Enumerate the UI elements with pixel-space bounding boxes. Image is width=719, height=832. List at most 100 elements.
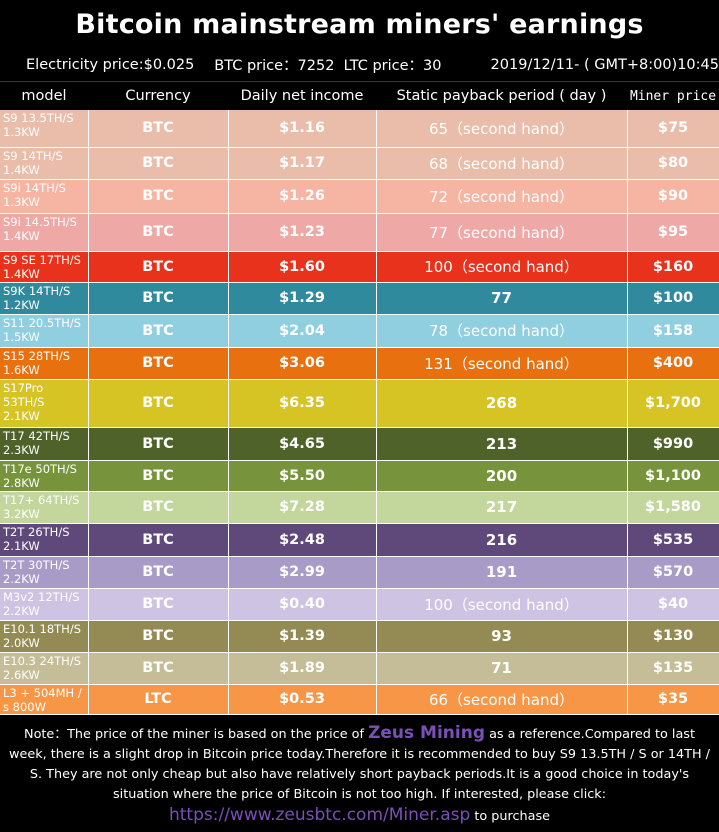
price-cell: $400 bbox=[627, 347, 719, 380]
payback-cell: 66（second hand） bbox=[376, 684, 628, 715]
table-row: T17e 50TH/S 2.8KW BTC $5.50 200 $1,100 bbox=[0, 460, 719, 492]
model-cell: S9 14TH/S 1.4KW bbox=[0, 147, 89, 180]
currency-cell: BTC bbox=[88, 427, 229, 461]
payback-cell: 213 bbox=[376, 427, 628, 461]
header-model: model bbox=[21, 88, 67, 104]
currency-cell: BTC bbox=[88, 347, 229, 380]
currency-cell: BTC bbox=[88, 147, 229, 180]
currency-cell: BTC bbox=[88, 460, 229, 492]
price-cell: $1,700 bbox=[627, 379, 719, 428]
table-row: L3 + 504MH / s 800W LTC $0.53 66（second han… bbox=[0, 684, 719, 715]
price-cell: $90 bbox=[627, 179, 719, 214]
income-cell: $2.99 bbox=[228, 556, 377, 589]
table-row: E10.1 18TH/S 2.0KW BTC $1.39 93 $130 bbox=[0, 620, 719, 653]
payback-cell: 100（second hand） bbox=[376, 251, 628, 283]
currency-cell: BTC bbox=[88, 491, 229, 524]
table-row: S9i 14.5TH/S 1.4KW BTC $1.23 77（second hand… bbox=[0, 213, 719, 252]
table-row: S15 28TH/S 1.6KW BTC $3.06 131（second hand）… bbox=[0, 347, 719, 380]
model-cell: T17+ 64TH/S 3.2KW bbox=[0, 491, 89, 524]
payback-cell: 100（second hand） bbox=[376, 588, 628, 621]
model-cell: S9K 14TH/S 1.2KW bbox=[0, 282, 89, 315]
btc-price: BTC price：7252 bbox=[214, 58, 335, 74]
table-row: T2T 30TH/S 2.2KW BTC $2.99 191 $570 bbox=[0, 556, 719, 589]
currency-cell: BTC bbox=[88, 620, 229, 653]
payback-cell: 77 bbox=[376, 282, 628, 315]
table-row: S9 13.5TH/S 1.3KW BTC $1.16 65（second hand）… bbox=[0, 110, 719, 148]
currency-cell: BTC bbox=[88, 251, 229, 283]
table-row: T17 42TH/S 2.3KW BTC $4.65 213 $990 bbox=[0, 427, 719, 461]
model-cell: S11 20.5TH/S 1.5KW bbox=[0, 314, 89, 348]
price-cell: $100 bbox=[627, 282, 719, 315]
income-cell: $1.60 bbox=[228, 251, 377, 283]
model-cell: S9i 14TH/S 1.3KW bbox=[0, 179, 89, 214]
payback-cell: 93 bbox=[376, 620, 628, 653]
page-title: Bitcoin mainstream miners' earnings bbox=[75, 8, 644, 40]
price-cell: $135 bbox=[627, 652, 719, 685]
currency-cell: BTC bbox=[88, 110, 229, 148]
purchase-link[interactable]: https://www.zeusbtc.com/Miner.asp bbox=[168, 804, 471, 825]
income-cell: $1.16 bbox=[228, 110, 377, 148]
income-cell: $7.28 bbox=[228, 491, 377, 524]
table-row: S11 20.5TH/S 1.5KW BTC $2.04 78（second hand… bbox=[0, 314, 719, 348]
income-cell: $1.29 bbox=[228, 282, 377, 315]
model-cell: L3 + 504MH / s 800W bbox=[0, 684, 89, 715]
table-row: T17+ 64TH/S 3.2KW BTC $7.28 217 $1,580 bbox=[0, 491, 719, 524]
currency-cell: BTC bbox=[88, 179, 229, 214]
currency-cell: BTC bbox=[88, 282, 229, 315]
income-cell: $0.53 bbox=[228, 684, 377, 715]
table-row: S17Pro 53TH/S 2.1KW BTC $6.35 268 $1,700 bbox=[0, 379, 719, 428]
table-row: T2T 26TH/S 2.1KW BTC $2.48 216 $535 bbox=[0, 523, 719, 557]
price-cell: $75 bbox=[627, 110, 719, 148]
price-cell: $535 bbox=[627, 523, 719, 557]
payback-cell: 217 bbox=[376, 491, 628, 524]
income-cell: $1.17 bbox=[228, 147, 377, 180]
ltc-price: LTC price：30 bbox=[343, 58, 442, 74]
payback-cell: 68（second hand） bbox=[376, 147, 628, 180]
currency-cell: BTC bbox=[88, 652, 229, 685]
model-cell: T17e 50TH/S 2.8KW bbox=[0, 460, 89, 492]
income-cell: $0.40 bbox=[228, 588, 377, 621]
currency-cell: BTC bbox=[88, 379, 229, 428]
income-cell: $1.23 bbox=[228, 213, 377, 252]
price-cell: $40 bbox=[627, 588, 719, 621]
payback-cell: 71 bbox=[376, 652, 628, 685]
miners-table: S9 13.5TH/S 1.3KW BTC $1.16 65（second hand）… bbox=[0, 110, 719, 715]
header-daily-income: Daily net income bbox=[240, 88, 364, 104]
payback-cell: 191 bbox=[376, 556, 628, 589]
table-header: model Currency Daily net income Static p… bbox=[0, 81, 719, 110]
update-datetime: 2019/12/11- ( GMT+8:00)10:45 bbox=[490, 56, 719, 73]
income-cell: $1.26 bbox=[228, 179, 377, 214]
table-row: S9K 14TH/S 1.2KW BTC $1.29 77 $100 bbox=[0, 282, 719, 315]
model-cell: S9 SE 17TH/S 1.4KW bbox=[0, 251, 89, 283]
income-cell: $2.48 bbox=[228, 523, 377, 557]
model-cell: M3v2 12TH/S 2.2KW bbox=[0, 588, 89, 621]
income-cell: $1.89 bbox=[228, 652, 377, 685]
payback-cell: 65（second hand） bbox=[376, 110, 628, 148]
income-cell: $4.65 bbox=[228, 427, 377, 461]
income-cell: $3.06 bbox=[228, 347, 377, 380]
model-cell: S9i 14.5TH/S 1.4KW bbox=[0, 213, 89, 252]
price-cell: $1,100 bbox=[627, 460, 719, 492]
price-cell: $570 bbox=[627, 556, 719, 589]
income-cell: $6.35 bbox=[228, 379, 377, 428]
note-text: Note：The price of the miner is based on … bbox=[9, 722, 710, 825]
price-cell: $130 bbox=[627, 620, 719, 653]
price-cell: $160 bbox=[627, 251, 719, 283]
currency-cell: BTC bbox=[88, 523, 229, 557]
table-row: S9 SE 17TH/S 1.4KW BTC $1.60 100（second han… bbox=[0, 251, 719, 283]
table-row: S9 14TH/S 1.4KW BTC $1.17 68（second hand） $8… bbox=[0, 147, 719, 180]
payback-cell: 131（second hand） bbox=[376, 347, 628, 380]
currency-cell: BTC bbox=[88, 314, 229, 348]
model-cell: S9 13.5TH/S 1.3KW bbox=[0, 110, 89, 148]
price-cell: $1,580 bbox=[627, 491, 719, 524]
currency-cell: BTC bbox=[88, 213, 229, 252]
price-cell: $80 bbox=[627, 147, 719, 180]
price-info-bar: Electricity price:$0.025 BTC price：7252 … bbox=[0, 48, 719, 81]
header-miner-price: Miner price bbox=[629, 88, 717, 104]
price-cell: $95 bbox=[627, 213, 719, 252]
zeus-mining-brand[interactable]: Zeus Mining bbox=[368, 722, 486, 743]
payback-cell: 216 bbox=[376, 523, 628, 557]
price-cell: $990 bbox=[627, 427, 719, 461]
model-cell: T2T 30TH/S 2.2KW bbox=[0, 556, 89, 589]
payback-cell: 72（second hand） bbox=[376, 179, 628, 214]
